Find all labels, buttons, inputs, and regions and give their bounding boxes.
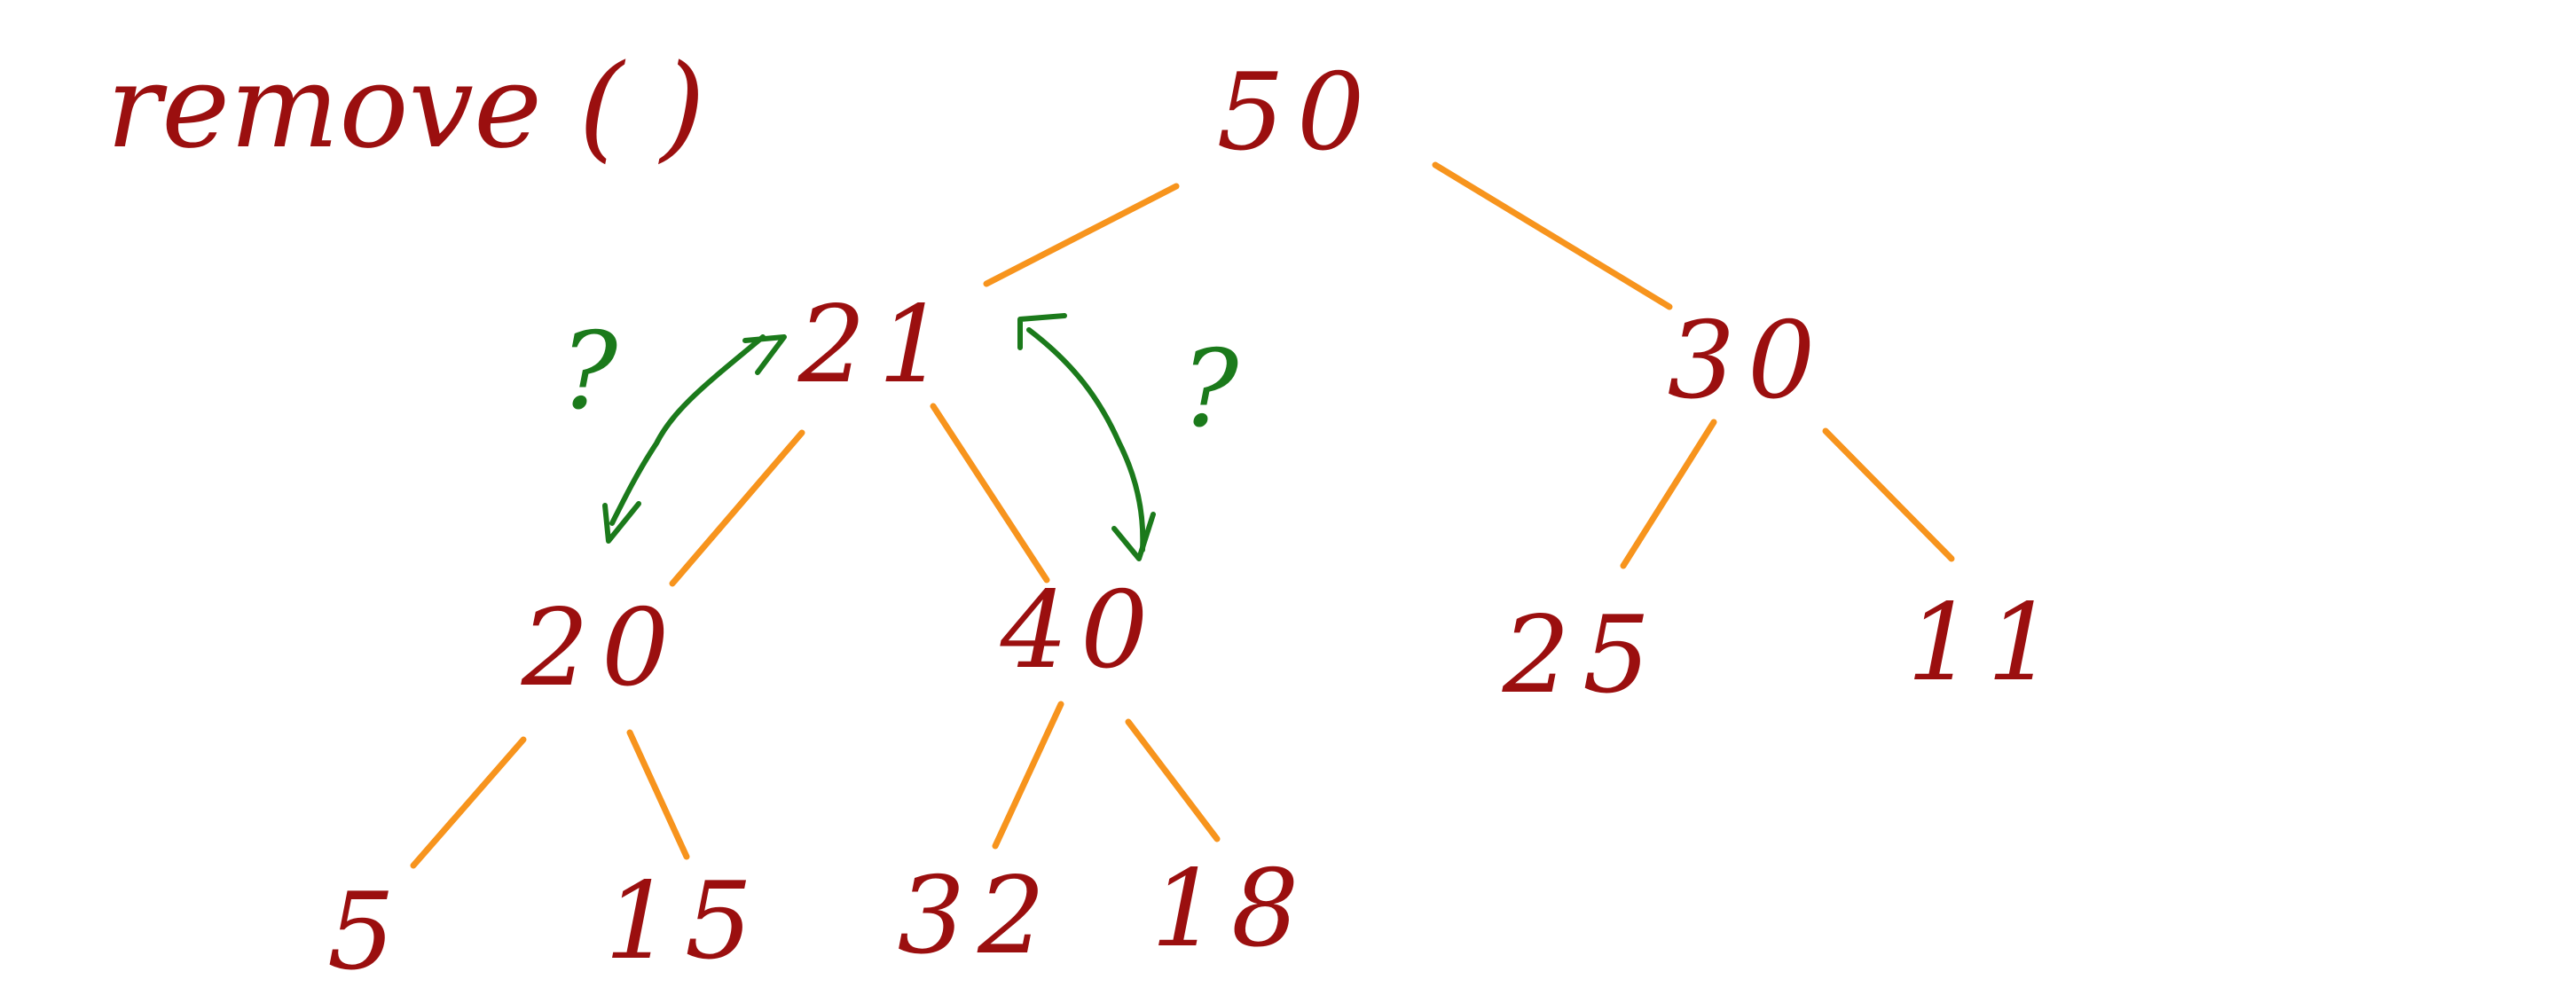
heap-node-21: 21 [797,284,959,407]
edge-20-15 [626,729,690,860]
question-mark-left: ? [560,310,618,434]
heap-node-18: 18 [1151,848,1312,971]
edge-20-5 [410,736,527,869]
heap-node-30: 30 [1667,300,1828,423]
heap-node-11: 11 [1906,582,2068,705]
swap-arrow-21-20 [602,334,787,544]
edge-30-25 [1620,419,1717,569]
heap-node-5: 5 [326,871,408,994]
heap-node-50: 50 [1216,51,1378,175]
edge-50-21 [983,183,1180,287]
heap-node-32: 32 [897,855,1058,978]
edge-50-30 [1432,161,1673,310]
page-title: remove ( ) [106,39,706,174]
edge-21-20 [669,429,805,587]
swap-arrow-21-40 [1017,313,1156,561]
heap-node-25: 25 [1502,594,1663,717]
heap-node-20: 20 [521,587,682,710]
heap-node-15: 15 [604,860,766,983]
edge-21-40 [930,403,1050,584]
edge-40-18 [1125,718,1221,842]
edge-30-11 [1822,427,1955,562]
heap-node-40: 40 [1000,569,1161,693]
edge-40-32 [992,701,1064,850]
question-mark-right: ? [1181,328,1239,451]
